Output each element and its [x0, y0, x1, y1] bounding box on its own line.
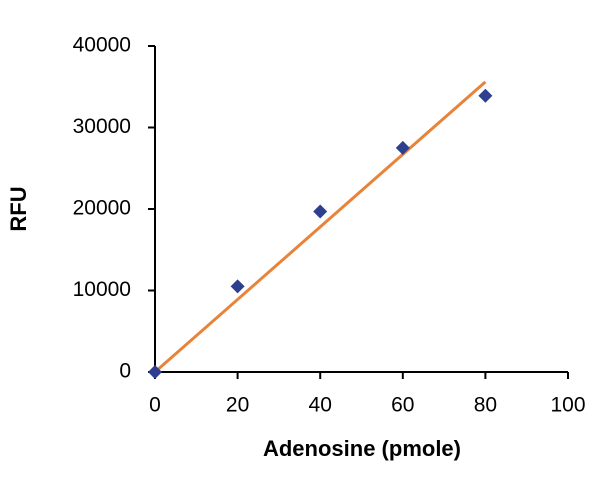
data-point: [478, 88, 493, 103]
x-tick-label: 60: [391, 394, 414, 417]
y-tick-label: 20000: [73, 197, 131, 220]
y-tick-label: 10000: [73, 278, 131, 301]
x-axis-label: Adenosine (pmole): [263, 436, 461, 461]
y-tick-label: 0: [119, 360, 131, 383]
x-tick-label: 80: [474, 394, 497, 417]
y-axis-label: RFU: [6, 186, 31, 231]
data-point: [395, 140, 410, 155]
trend-line: [154, 80, 487, 374]
data-point: [148, 365, 162, 379]
data-point: [230, 279, 245, 294]
data-point: [313, 204, 328, 219]
y-tick-label: 40000: [73, 34, 131, 57]
y-tick-label: 30000: [73, 115, 131, 138]
x-tick-label: 40: [309, 394, 332, 417]
x-tick-label: 20: [226, 394, 249, 417]
x-tick-label: 100: [550, 394, 585, 417]
x-tick-label: 0: [149, 394, 161, 417]
